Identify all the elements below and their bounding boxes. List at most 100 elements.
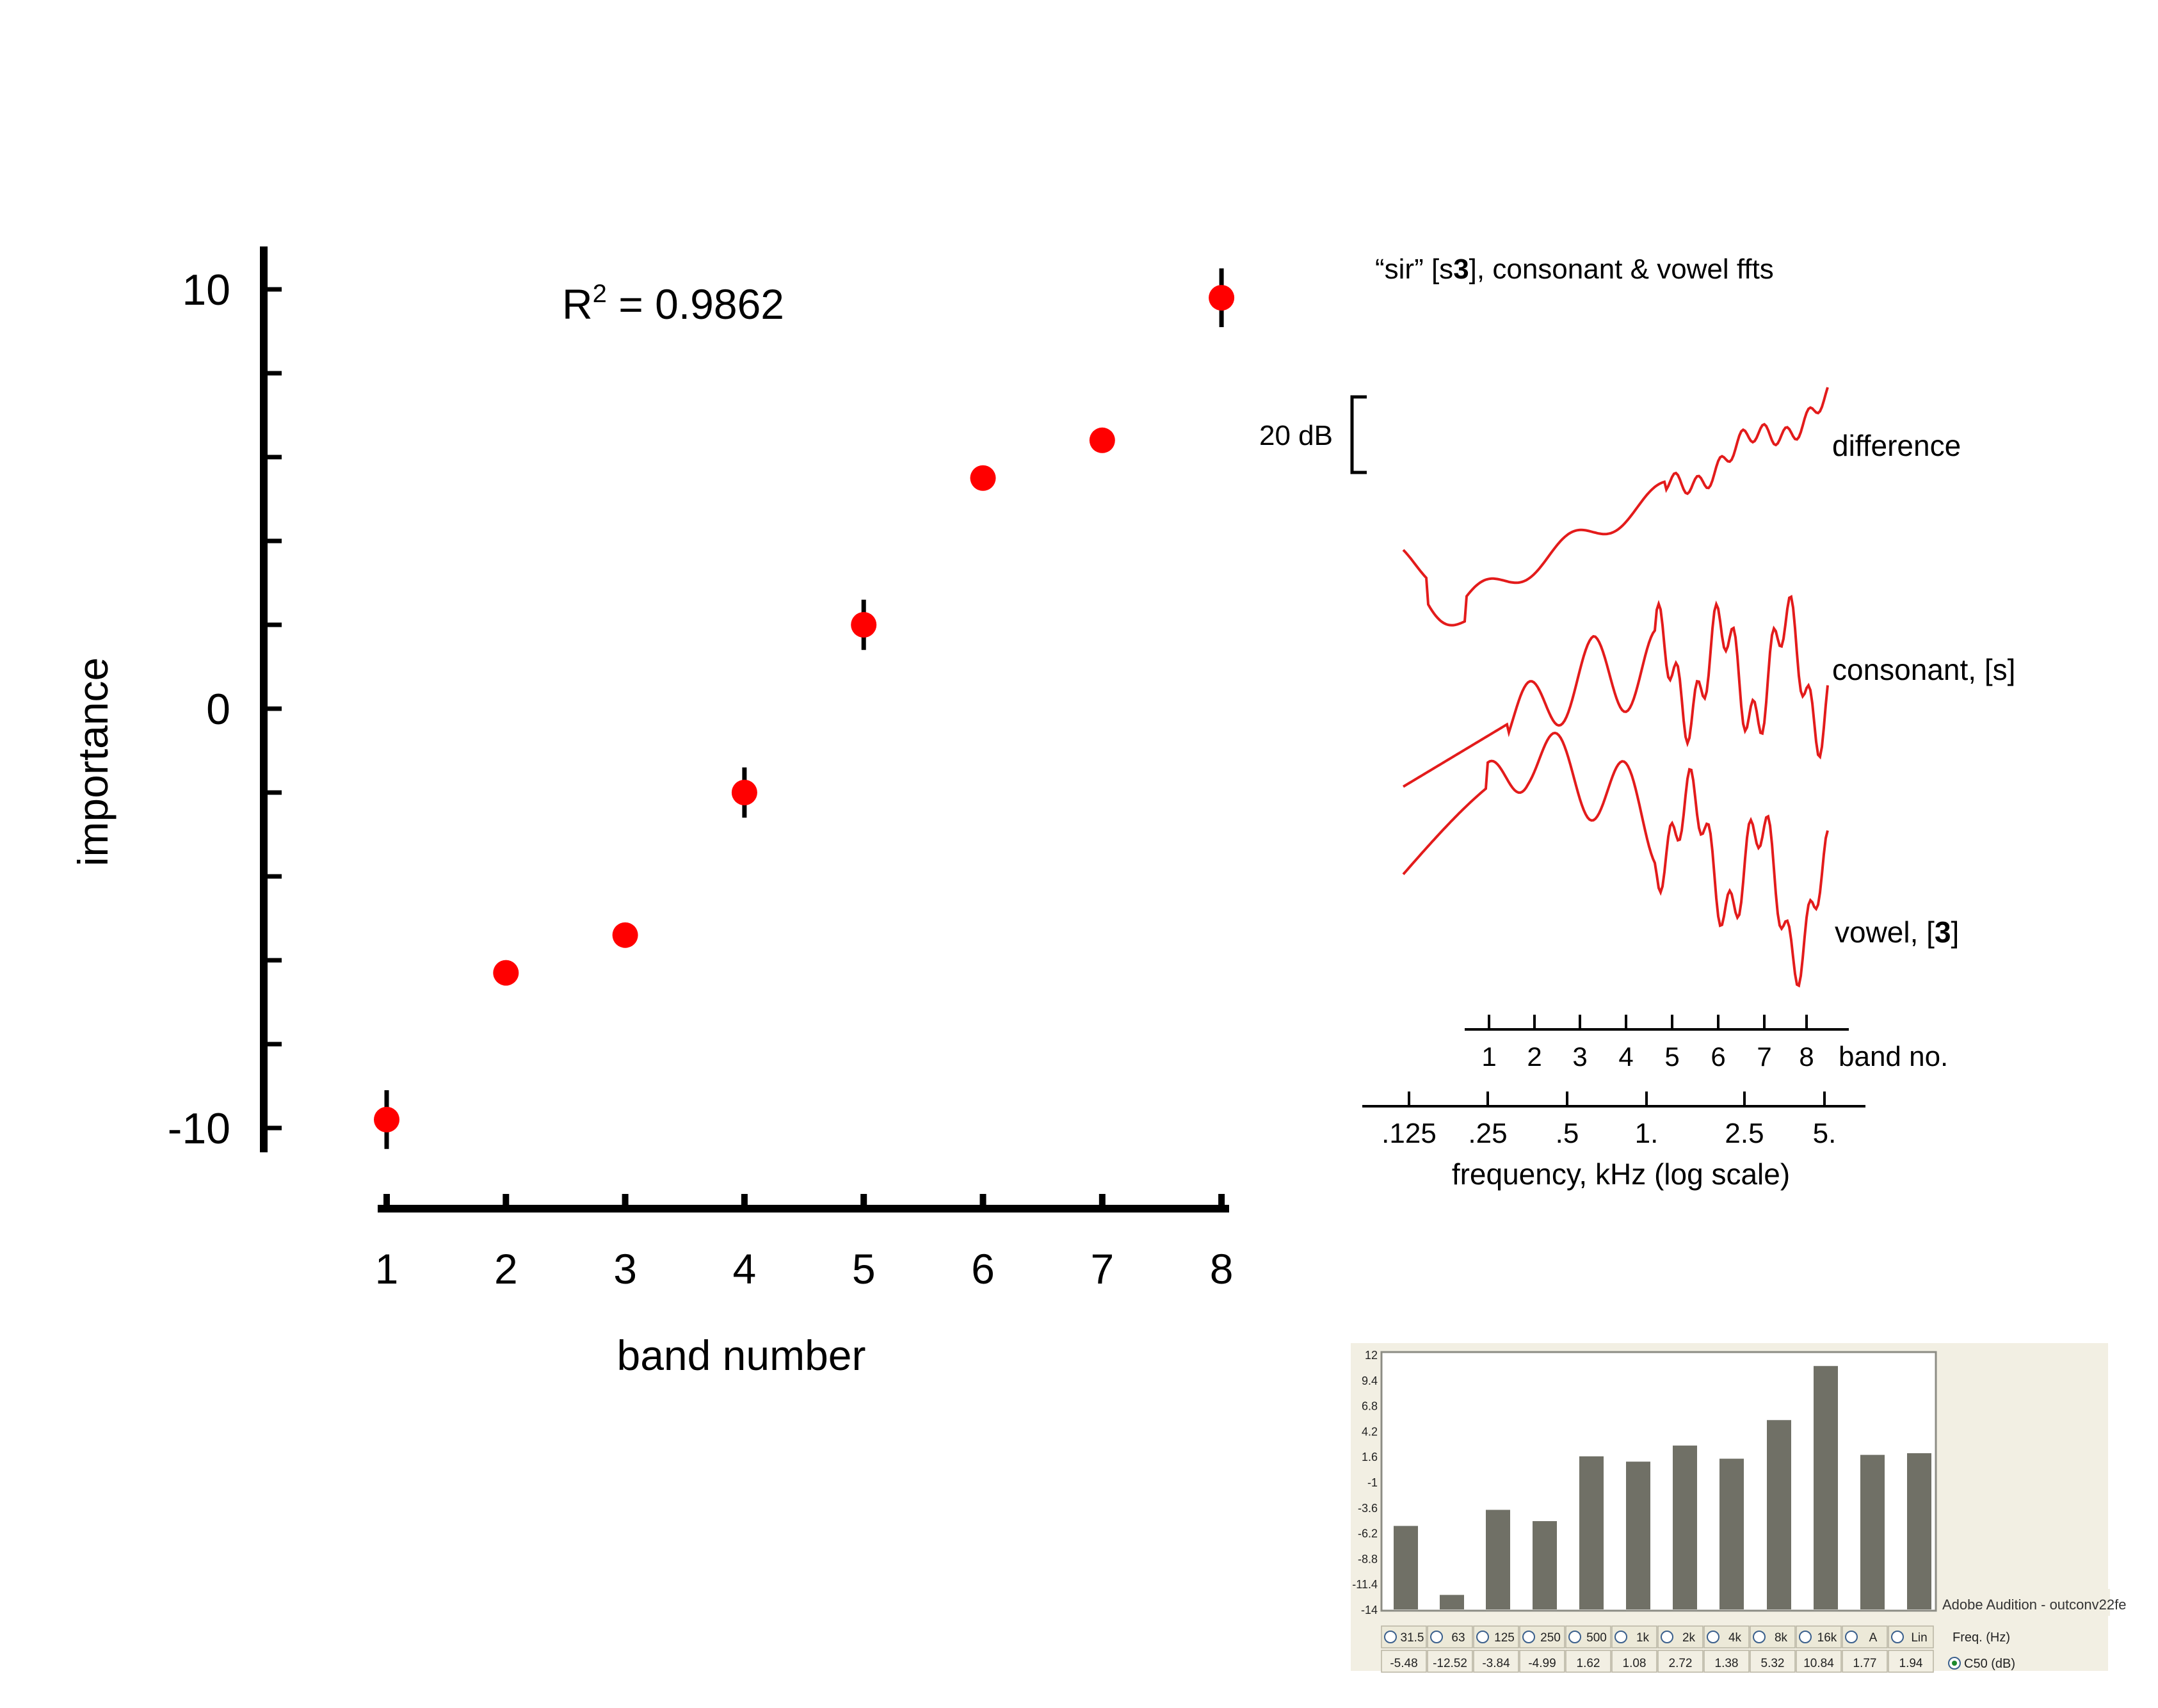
- band-option-11[interactable]: Lin: [1888, 1625, 1934, 1648]
- radio-icon[interactable]: [1522, 1631, 1535, 1643]
- value-cell-label: 1.62: [1577, 1657, 1600, 1670]
- band-option-3[interactable]: 250: [1519, 1625, 1565, 1648]
- radio-icon[interactable]: [1568, 1631, 1581, 1643]
- band-option-5[interactable]: 1k: [1611, 1625, 1657, 1648]
- value-cell: [1519, 1650, 1565, 1673]
- data-point: [493, 960, 519, 986]
- radio-icon[interactable]: [1430, 1631, 1443, 1643]
- radio-icon[interactable]: [1891, 1631, 1904, 1643]
- value-cell: [1888, 1650, 1934, 1673]
- value-cell: [1381, 1650, 1427, 1673]
- band-option-0[interactable]: 31.5: [1381, 1625, 1427, 1648]
- y-tick-label: 0: [206, 685, 230, 734]
- equalizer-window-caption: Adobe Audition - outconv22fe: [1942, 1597, 2126, 1613]
- equalizer-plot-area: [1380, 1351, 1937, 1612]
- equalizer-y-label: -3.6: [1358, 1502, 1378, 1515]
- frequency-axis-ticks: [1408, 1092, 1826, 1106]
- frequency-tick-label: 5.: [1813, 1118, 1837, 1149]
- x-tick-label: 1: [375, 1245, 399, 1293]
- equalizer-y-label: 9.4: [1362, 1374, 1378, 1387]
- band-option-8[interactable]: 8k: [1750, 1625, 1796, 1648]
- scale-bar-label: 20 dB: [1259, 420, 1333, 451]
- radio-icon[interactable]: [1845, 1631, 1858, 1643]
- data-point: [970, 465, 996, 491]
- equalizer-y-axis-labels: 12 9.4 6.8 4.2 1.6 -1 -3.6 -6.2 -8.8 -11.4 -14: [1352, 1349, 1378, 1616]
- data-point: [731, 780, 757, 805]
- data-point: [1209, 285, 1235, 311]
- value-cell-label: 1.94: [1899, 1657, 1923, 1670]
- band-option-label: Lin: [1911, 1631, 1927, 1645]
- vowel-curve: [1402, 731, 1829, 988]
- band-option-label: 63: [1451, 1631, 1465, 1645]
- value-cell-label: 5.32: [1761, 1657, 1785, 1670]
- equalizer-bar: [1673, 1446, 1697, 1609]
- equalizer-caption-background: [1940, 1589, 2110, 1616]
- band-option-9[interactable]: 16k: [1796, 1625, 1842, 1648]
- band-tick-label: 7: [1757, 1042, 1771, 1072]
- band-tick-label: 8: [1799, 1042, 1814, 1072]
- c50-option[interactable]: C50 (dB): [1948, 1657, 2015, 1671]
- fft-title-bold: 3: [1453, 254, 1469, 285]
- equalizer-y-label: -11.4: [1352, 1578, 1378, 1591]
- x-tick-label: 5: [852, 1245, 876, 1293]
- fft-panel-title: “sir” [s3], consonant & vowel ffts: [1375, 254, 1774, 285]
- vowel-label-pre: vowel, [: [1835, 915, 1935, 949]
- data-point: [851, 612, 877, 638]
- y-axis-tick-labels: 10 0 -10: [168, 266, 230, 1153]
- radio-icon[interactable]: [1661, 1631, 1673, 1643]
- equalizer-bars: [1394, 1366, 1931, 1609]
- r-squared-annotation: R2 = 0.9862: [562, 280, 784, 328]
- vowel-label-post: ]: [1951, 915, 1960, 949]
- frequency-unit-option[interactable]: Freq. (Hz): [1953, 1631, 2010, 1645]
- band-option-4[interactable]: 500: [1565, 1625, 1611, 1648]
- frequency-axis-label: frequency, kHz (log scale): [1452, 1157, 1790, 1191]
- y-tick-label: -10: [168, 1104, 230, 1153]
- value-cell: [1565, 1650, 1611, 1673]
- band-option-1[interactable]: 63: [1427, 1625, 1473, 1648]
- band-option-label: 1k: [1636, 1631, 1650, 1645]
- x-axis-ticks: [383, 1194, 1225, 1209]
- equalizer-y-label: -8.8: [1358, 1552, 1378, 1565]
- x-tick-label: 4: [733, 1245, 757, 1293]
- radio-icon[interactable]: [1753, 1631, 1766, 1643]
- band-option-2[interactable]: 125: [1473, 1625, 1519, 1648]
- value-cell-label: -3.84: [1482, 1657, 1510, 1670]
- x-tick-label: 8: [1210, 1245, 1234, 1293]
- equalizer-band-selector-row: 31.5 63 125 250 500 1k 2k 4k 8k 16k A Lin: [1381, 1625, 1934, 1648]
- frequency-tick-label: .25: [1468, 1118, 1507, 1149]
- band-option-10[interactable]: A: [1842, 1625, 1888, 1648]
- fft-title-pre: “sir” [s: [1375, 254, 1453, 285]
- band-option-7[interactable]: 4k: [1703, 1625, 1750, 1648]
- frequency-tick-label: .125: [1381, 1118, 1437, 1149]
- value-cell: [1842, 1650, 1888, 1673]
- equalizer-y-label: 6.8: [1362, 1400, 1378, 1413]
- difference-series-label: difference: [1832, 429, 1961, 462]
- r-squared-prefix: R: [562, 280, 593, 328]
- radio-icon[interactable]: [1707, 1631, 1719, 1643]
- band-option-label: 125: [1494, 1631, 1515, 1645]
- radio-icon[interactable]: [1614, 1631, 1627, 1643]
- band-option-6[interactable]: 2k: [1657, 1625, 1703, 1648]
- frequency-unit-label: Freq. (Hz): [1953, 1631, 2010, 1645]
- radio-icon[interactable]: [1384, 1631, 1397, 1643]
- value-cell-label: -4.99: [1528, 1657, 1556, 1670]
- radio-icon[interactable]: [1476, 1631, 1489, 1643]
- difference-curve: [1402, 387, 1829, 627]
- value-cell: [1750, 1650, 1796, 1673]
- importance-scatter-chart: 10 0 -10 1 2 3 4 5 6 7 8 importance band number R…: [69, 246, 1235, 1379]
- band-tick-label: 4: [1618, 1042, 1633, 1072]
- error-bars: [384, 268, 1224, 1149]
- equalizer-bar: [1860, 1454, 1885, 1609]
- band-option-label: 500: [1586, 1631, 1607, 1645]
- radio-icon[interactable]: [1799, 1631, 1812, 1643]
- value-cell-label: 2.72: [1669, 1657, 1693, 1670]
- x-tick-label: 3: [613, 1245, 637, 1293]
- r-squared-superscript: 2: [593, 280, 607, 308]
- frequency-tick-label: .5: [1556, 1118, 1579, 1149]
- equalizer-y-label: -1: [1367, 1476, 1378, 1489]
- equalizer-y-label: 1.6: [1362, 1451, 1378, 1463]
- band-option-label: A: [1869, 1631, 1878, 1645]
- value-cell-label: 1.38: [1715, 1657, 1739, 1670]
